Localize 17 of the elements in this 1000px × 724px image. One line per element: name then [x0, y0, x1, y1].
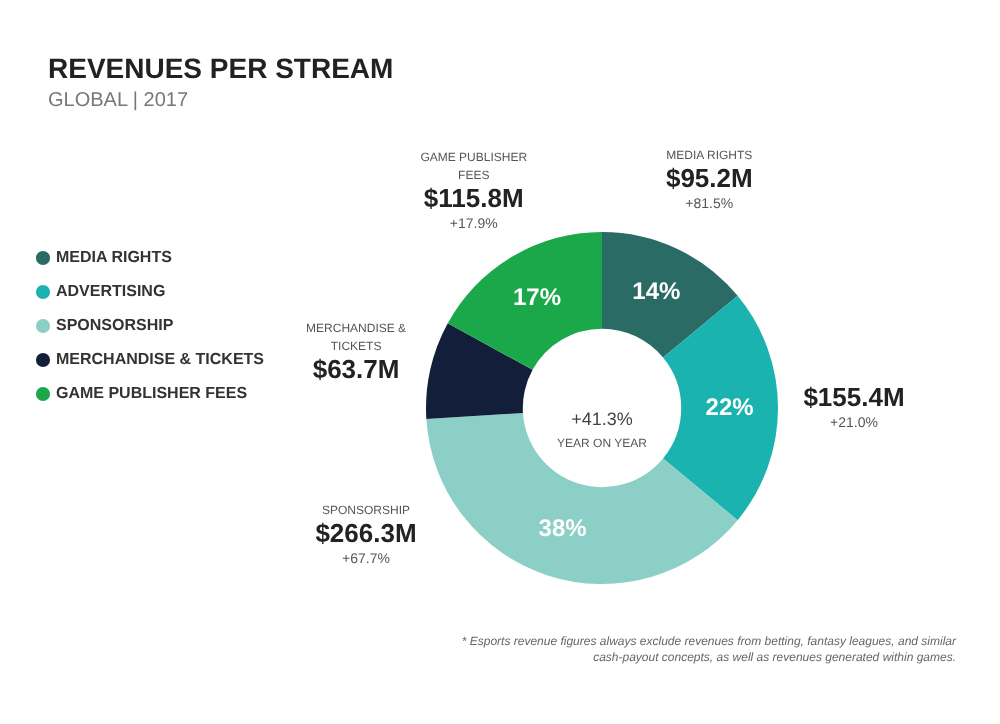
data-label: 17%: [513, 282, 562, 311]
text: $266.3M: [315, 517, 417, 548]
legend-label: GAME PUBLISHER FEES: [56, 384, 249, 403]
text: $115.8M: [423, 183, 524, 214]
data-label: 38%: [538, 513, 588, 542]
legend-label: ADVERTISING: [56, 282, 166, 301]
legend-label: MEDIA RIGHTS: [56, 248, 174, 267]
chart-title: REVENUES PER STREAM: [48, 52, 396, 84]
legend-label: MERCHANDISE & TICKETS: [56, 350, 266, 369]
legend-label: SPONSORSHIP: [56, 316, 175, 335]
text: +41.3%: [571, 408, 633, 429]
data-label: 14%: [632, 277, 681, 306]
text: $63.7M: [312, 354, 400, 385]
text: $155.4M: [803, 382, 905, 413]
chart-subtitle: GLOBAL | 2017: [48, 90, 191, 112]
data-label: 22%: [705, 392, 755, 421]
text: $95.2M: [665, 163, 753, 194]
